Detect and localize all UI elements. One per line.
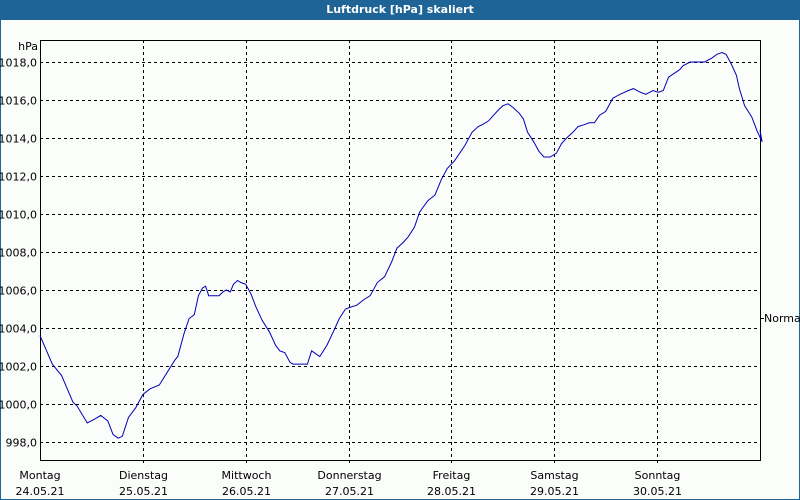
x-tick-day: Sonntag: [635, 469, 681, 482]
x-tick-day: Montag: [19, 469, 60, 482]
x-tick-date: 24.05.21: [16, 485, 65, 498]
x-tick-day: Dienstag: [119, 469, 168, 482]
y-tick-label: 1016,0: [0, 95, 37, 108]
x-tick-date: 27.05.21: [325, 485, 374, 498]
y-tick-label: 998,0: [6, 437, 38, 450]
x-axis-ticks: Montag 24.05.21 Dienstag 25.05.21 Mittwoch 26…: [16, 469, 682, 498]
y-tick-label: 1006,0: [0, 285, 37, 298]
x-tick-date: 26.05.21: [222, 485, 271, 498]
x-tick-day: Donnerstag: [317, 469, 381, 482]
x-tick-date: 25.05.21: [119, 485, 168, 498]
x-tick-day: Mittwoch: [222, 469, 272, 482]
chart-title: Luftdruck [hPa] skaliert: [0, 0, 800, 20]
plot-area-border: [40, 40, 761, 461]
x-tick-day: Samstag: [530, 469, 578, 482]
y-tick-label: 1002,0: [0, 361, 37, 374]
x-tick-date: 28.05.21: [427, 485, 476, 498]
normal-label: Normal: [764, 312, 800, 325]
y-tick-label: 1000,0: [0, 399, 37, 412]
x-tick-day: Freitag: [433, 469, 471, 482]
grid: [40, 40, 760, 464]
y-tick-label: 1012,0: [0, 171, 37, 184]
y-axis-ticks: 1018,0 1016,0 1014,0 1012,0 1010,0 1008,0 1006…: [0, 57, 37, 450]
y-tick-label: 1018,0: [0, 57, 37, 70]
y-tick-label: 1010,0: [0, 209, 37, 222]
y-tick-label: 1014,0: [0, 133, 37, 146]
x-tick-date: 30.05.21: [633, 485, 682, 498]
y-tick-label: 1004,0: [0, 323, 37, 336]
y-unit-label: hPa: [18, 40, 38, 53]
y-tick-label: 1008,0: [0, 247, 37, 260]
x-tick-date: 29.05.21: [530, 485, 579, 498]
pressure-line: [39, 51, 763, 439]
